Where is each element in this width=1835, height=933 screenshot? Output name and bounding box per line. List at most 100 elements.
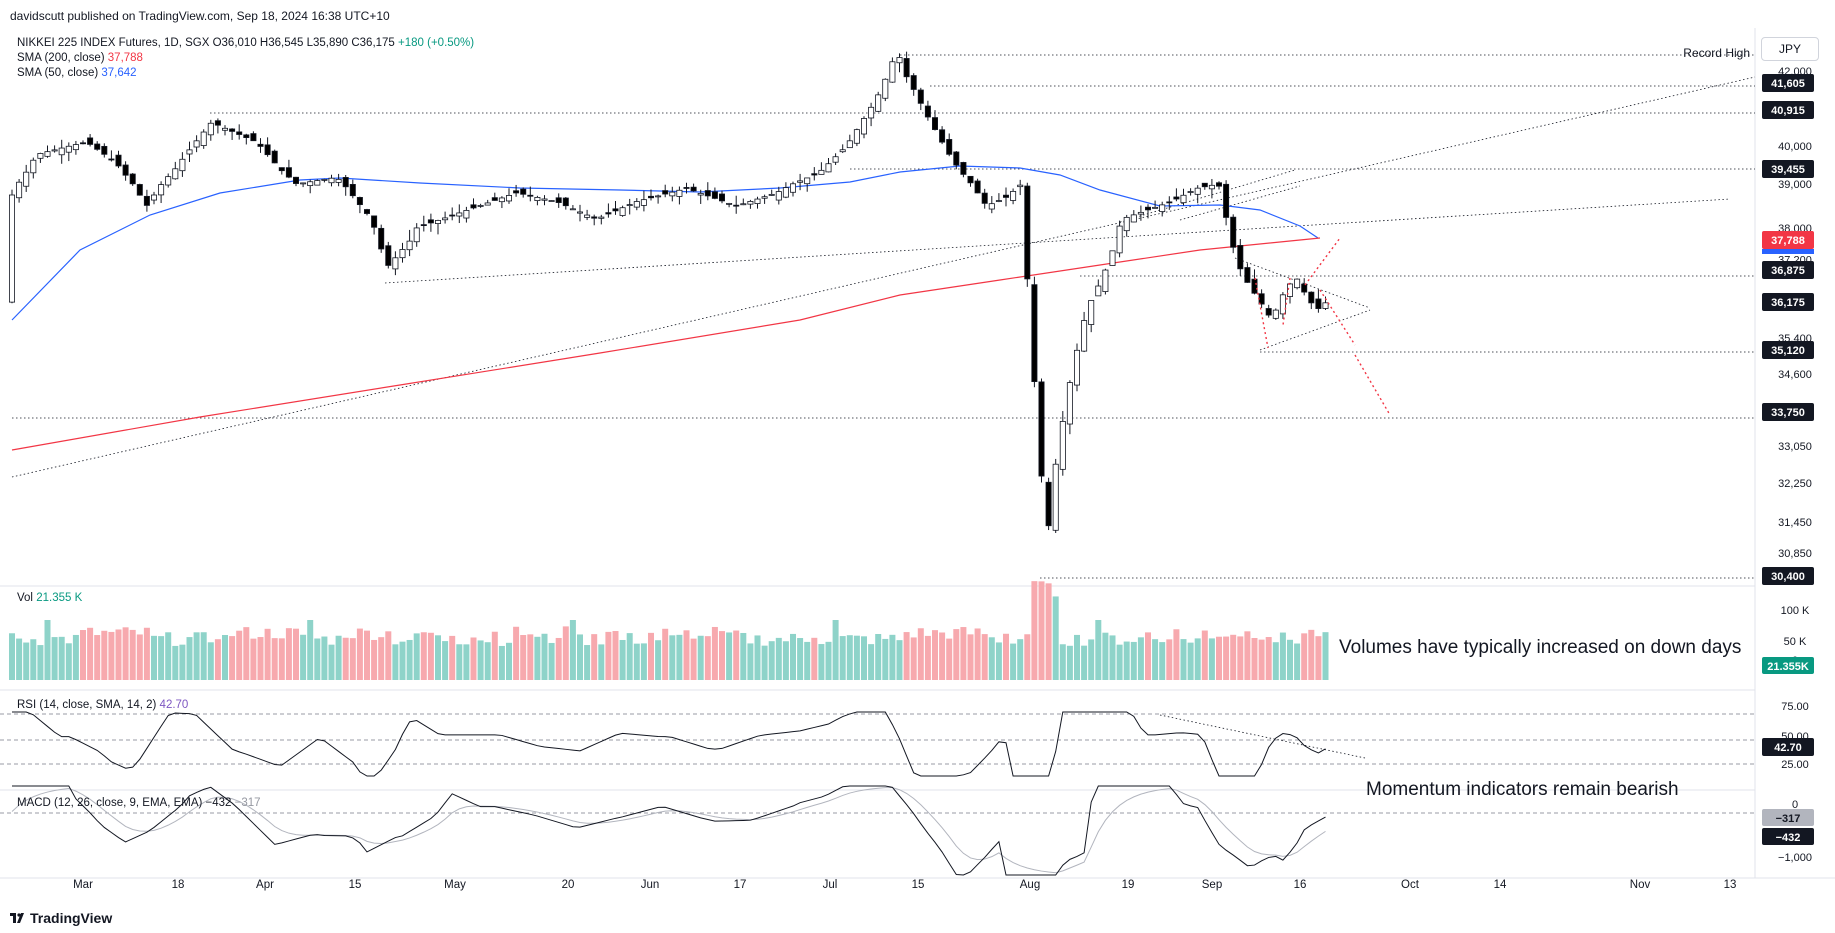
candle-body [995, 200, 1002, 202]
volume-bar [1152, 639, 1159, 680]
price-level-label: 33,750 [1771, 407, 1805, 419]
candle-body [44, 151, 51, 157]
rsi-divergence-line [1159, 714, 1366, 759]
candle-body [271, 150, 278, 164]
candle-body [434, 220, 441, 224]
candle-body [1081, 320, 1088, 352]
volume-bar [399, 641, 406, 680]
candle-body [392, 257, 399, 270]
candle-body [562, 197, 569, 207]
time-tick-label: 16 [1294, 879, 1307, 891]
volume-bar [392, 644, 399, 680]
candle-body [484, 202, 491, 206]
volume-legend-label: Vol [17, 592, 33, 604]
candle-body [946, 139, 953, 155]
volume-bar [143, 627, 150, 680]
volume-bar [626, 633, 633, 680]
candle-body [591, 216, 598, 219]
volume-bar [1038, 581, 1045, 680]
macd-panel [0, 785, 1755, 876]
volume-bar [1180, 639, 1187, 680]
projection-arrow [1319, 289, 1356, 346]
candle-body [939, 129, 946, 143]
candle-body [65, 145, 72, 153]
volume-bar [520, 635, 527, 680]
candle-body [846, 140, 853, 149]
macd-signal-line [11, 787, 1326, 874]
time-tick-label: 13 [1724, 879, 1737, 891]
volume-bar [868, 644, 875, 680]
candle-body [520, 188, 527, 195]
candle-body [221, 127, 228, 131]
volume-bar [243, 627, 250, 680]
candle-body [1109, 250, 1116, 266]
candle-body [513, 190, 520, 194]
volume-bar [307, 620, 314, 680]
volume-bar [1017, 639, 1024, 680]
volume-bar [967, 634, 974, 680]
candle-body [1038, 381, 1045, 477]
candle-body [165, 176, 172, 186]
volume-bar [853, 635, 860, 680]
volume-bar [555, 637, 562, 680]
candle-body [229, 128, 236, 132]
volume-bar [1130, 641, 1137, 680]
volume-bar [1159, 642, 1166, 680]
candle-body [640, 199, 647, 206]
volume-bar [1059, 644, 1066, 680]
candle-body [1166, 201, 1173, 204]
publisher-line: davidscutt published on TradingView.com,… [10, 9, 390, 23]
volume-bar [1052, 596, 1059, 680]
volume-bar [87, 627, 94, 680]
candle-body [1137, 211, 1144, 215]
candle-body [1287, 283, 1294, 297]
volume-bar [995, 642, 1002, 680]
volume-bar [605, 631, 612, 680]
candle-body [1102, 269, 1109, 292]
candle-body [51, 149, 58, 152]
volume-legend-value: 21.355 K [36, 592, 83, 604]
candle-body [505, 195, 512, 202]
volume-bar [186, 637, 193, 680]
volume-bar [946, 638, 953, 680]
volume-bar [690, 638, 697, 680]
candle-body [200, 131, 207, 146]
volume-bar [1287, 639, 1293, 680]
trend-line [11, 76, 1756, 478]
macd-legend-label: MACD (12, 26, close, 9, EMA, EMA) [17, 797, 203, 809]
time-tick-label: 19 [1122, 879, 1135, 891]
volume-bar [619, 639, 626, 680]
candle-body [72, 144, 79, 151]
volume-bar [1294, 643, 1301, 680]
candle-body [584, 214, 591, 218]
volume-bar [733, 630, 740, 680]
candle-body [1031, 284, 1038, 382]
volume-bar [413, 633, 420, 680]
candle-body [172, 168, 179, 180]
time-axis: Mar 18 Apr 15 May 20 Jun 17 Jul 15 Aug 19 Sep 16 Oct 14… [73, 879, 1736, 891]
candle-body [1308, 291, 1315, 304]
volume-bar [385, 631, 392, 680]
volume-bar [1251, 638, 1258, 680]
legend-sma50-label: SMA (50, close) [17, 67, 99, 79]
volume-bar [875, 634, 882, 680]
volume-bar [839, 636, 846, 680]
volume-bar [1095, 620, 1102, 680]
candle-body [981, 192, 988, 204]
volume-bar [633, 643, 640, 680]
volume-bar [214, 639, 221, 680]
price-level-label: 30,400 [1771, 571, 1805, 583]
candle-body [704, 190, 711, 197]
candle-body [974, 180, 981, 194]
volume-bar [1265, 637, 1272, 680]
price-level-label: 36,175 [1771, 297, 1805, 309]
volume-bar [697, 635, 704, 680]
volume-bar [427, 632, 434, 680]
time-tick-label: Oct [1401, 879, 1420, 891]
volume-bar [1208, 638, 1215, 680]
candle-body [832, 156, 839, 163]
volume-bar [293, 628, 299, 680]
currency-selector[interactable]: JPY [1761, 37, 1819, 61]
rsi-last-box [1762, 738, 1814, 756]
